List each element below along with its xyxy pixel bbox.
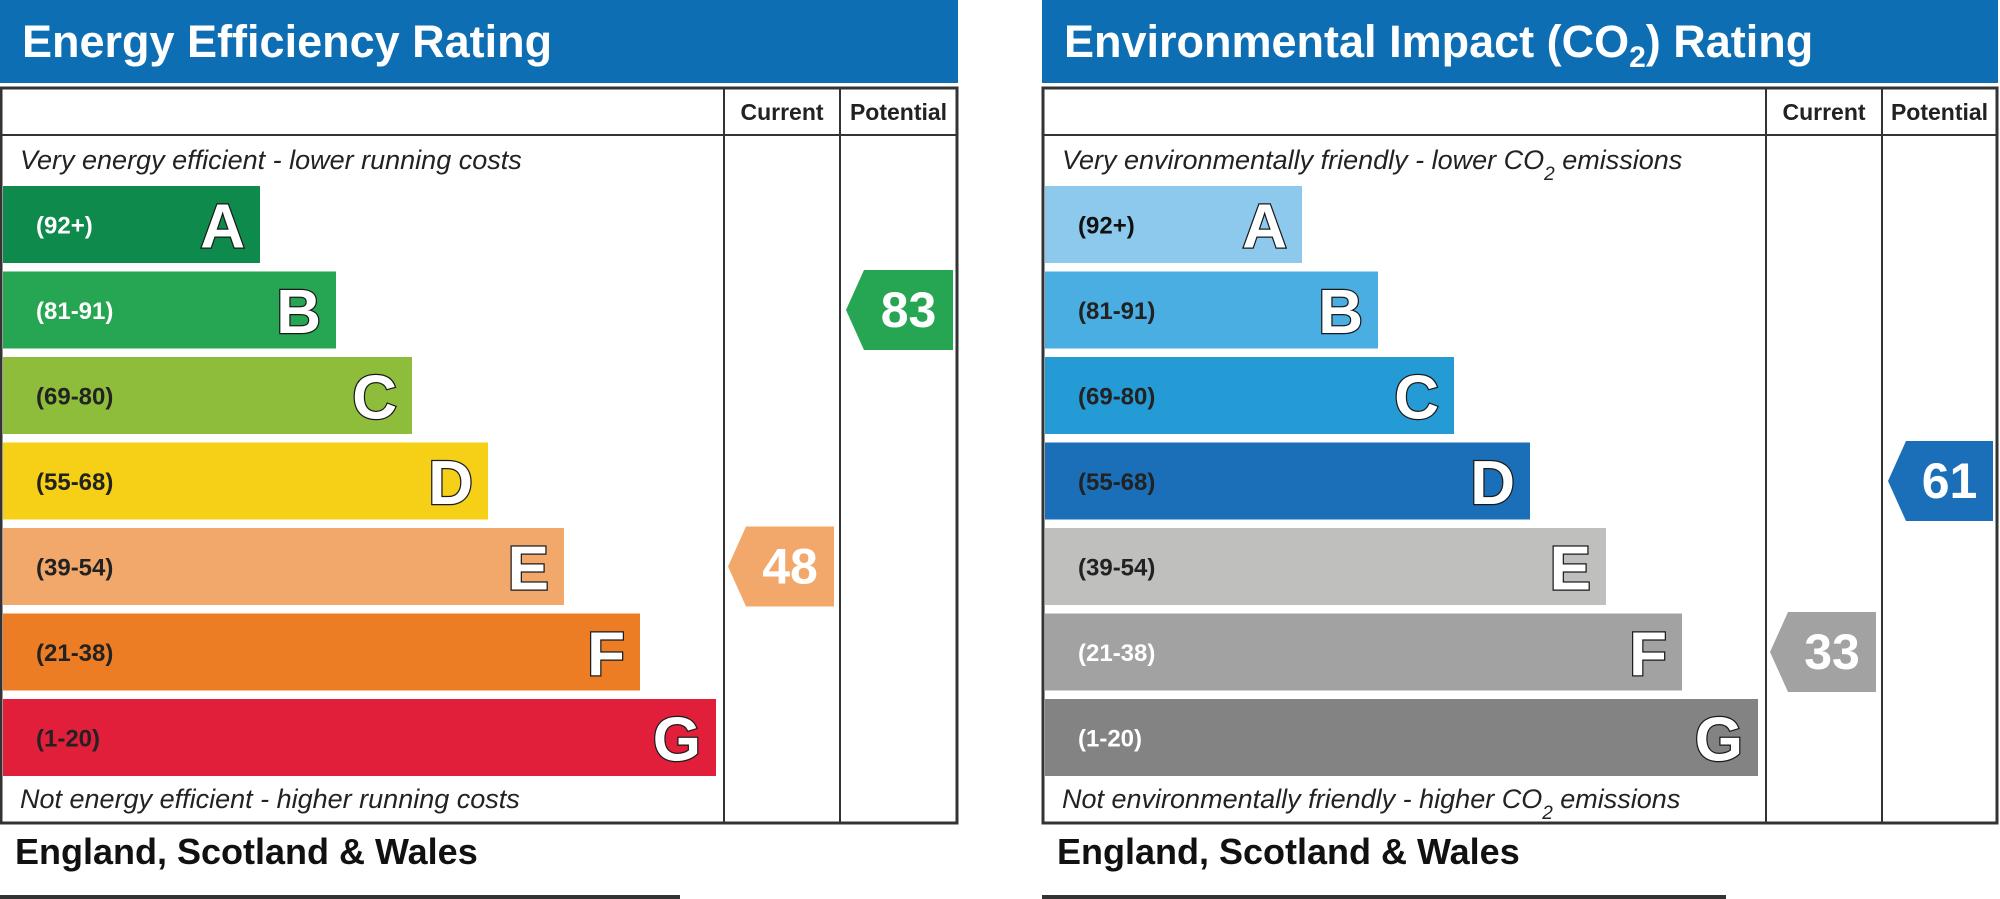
energy-footer-region: England, Scotland & Wales: [15, 831, 478, 872]
energy-current-rating-arrow: [728, 526, 834, 607]
energy-potential-rating-value: 83: [881, 282, 937, 338]
co2-band-c-letter: C: [1394, 364, 1439, 433]
co2-top-note-part-1: 2: [1543, 164, 1555, 185]
co2-top-note: Very environmentally friendly - lower CO…: [1062, 145, 1682, 185]
co2-band-e-range: (39-54): [1078, 555, 1155, 582]
energy-band-e-letter: E: [508, 535, 549, 604]
co2-band-f-letter: F: [1629, 620, 1667, 689]
energy-band-g-bar: [3, 699, 716, 776]
co2-bottom-note: Not environmentally friendly - higher CO…: [1062, 784, 1680, 824]
co2-band-b-range: (81-91): [1078, 298, 1155, 325]
co2-title: Environmental Impact (CO2) Rating: [1042, 0, 1998, 83]
energy-current-rating-value: 48: [762, 539, 818, 595]
energy-footer-divider: [0, 895, 680, 899]
energy-band-g-letter: G: [653, 706, 701, 775]
energy-band-c-letter: C: [352, 364, 397, 433]
co2-band-f-bar: [1045, 613, 1682, 691]
co2-band-g-bar: [1045, 699, 1758, 776]
energy-band-a-letter: A: [200, 193, 245, 262]
co2-band-b-letter: B: [1318, 278, 1363, 347]
co2-band-a-letter: A: [1242, 193, 1287, 262]
co2-potential-rating-value: 61: [1922, 453, 1978, 509]
co2-band-d-letter: D: [1470, 449, 1515, 518]
energy-band-d-letter: D: [428, 449, 473, 518]
co2-band-f-range: (21-38): [1078, 640, 1155, 667]
co2-band-g-range: (1-20): [1078, 726, 1142, 753]
energy-potential-header: Potential: [850, 99, 947, 125]
energy-band-f-bar: [3, 613, 640, 691]
energy-band-c-range: (69-80): [36, 384, 113, 411]
energy-frame: [0, 86, 959, 825]
co2-band-c-bar: [1045, 357, 1454, 434]
co2-bottom-note-part-2: emissions: [1553, 784, 1681, 814]
co2-title-subscript: 2: [1629, 41, 1646, 74]
co2-footer-region: England, Scotland & Wales: [1057, 831, 1520, 872]
energy-band-a-range: (92+): [36, 213, 93, 240]
co2-footer-divider: [1042, 895, 1726, 899]
co2-band-g-letter: G: [1695, 706, 1743, 775]
co2-band-e-letter: E: [1550, 535, 1591, 604]
energy-band-f-letter: F: [587, 620, 625, 689]
co2-potential-rating-arrow: [1888, 441, 1993, 521]
energy-band-b-letter: B: [276, 278, 321, 347]
co2-title-part-2: ) Rating: [1645, 16, 1814, 67]
co2-bottom-note-part-0: Not environmentally friendly - higher CO: [1062, 784, 1542, 814]
energy-title: Energy Efficiency Rating: [0, 0, 958, 83]
co2-top-note-part-2: emissions: [1555, 145, 1683, 175]
co2-band-d-bar: [1045, 442, 1530, 520]
energy-band-b-bar: [3, 271, 336, 349]
energy-potential-rating-arrow: [846, 270, 953, 350]
energy-efficiency-panel: Energy Efficiency Rating Current Potentia…: [0, 0, 960, 899]
co2-title-part-1: Environmental Impact (CO: [1064, 16, 1630, 67]
co2-frame: [1041, 86, 1999, 825]
co2-band-a-range: (92+): [1078, 213, 1135, 240]
energy-band-d-bar: [3, 442, 488, 520]
energy-current-header: Current: [740, 99, 823, 125]
energy-top-note: Very energy efficient - lower running co…: [20, 145, 522, 175]
co2-current-rating-value: 33: [1804, 624, 1860, 680]
co2-potential-header: Potential: [1891, 99, 1988, 125]
co2-band-d-range: (55-68): [1078, 469, 1155, 496]
energy-efficiency-chart: Current Potential Very energy efficient - …: [0, 86, 959, 825]
co2-top-note-part-0: Very environmentally friendly - lower CO: [1062, 145, 1544, 175]
co2-current-header: Current: [1782, 99, 1865, 125]
co2-band-e-bar: [1045, 528, 1606, 605]
environmental-impact-chart: Current Potential Very environmentally fri…: [1041, 86, 1999, 825]
energy-band-d-range: (55-68): [36, 469, 113, 496]
co2-band-b-bar: [1045, 271, 1378, 349]
co2-band-c-range: (69-80): [1078, 384, 1155, 411]
environmental-impact-panel: Environmental Impact (CO2) Rating Curren…: [1041, 0, 2000, 899]
co2-bottom-note-part-1: 2: [1541, 803, 1553, 824]
energy-band-b-range: (81-91): [36, 298, 113, 325]
co2-band-a-bar: [1045, 186, 1302, 263]
energy-band-a-bar: [3, 186, 260, 263]
energy-band-c-bar: [3, 357, 412, 434]
co2-current-rating-arrow: [1770, 612, 1876, 692]
energy-band-e-range: (39-54): [36, 555, 113, 582]
energy-band-e-bar: [3, 528, 564, 605]
energy-band-g-range: (1-20): [36, 726, 100, 753]
energy-band-f-range: (21-38): [36, 640, 113, 667]
energy-bottom-note: Not energy efficient - higher running co…: [20, 784, 520, 814]
